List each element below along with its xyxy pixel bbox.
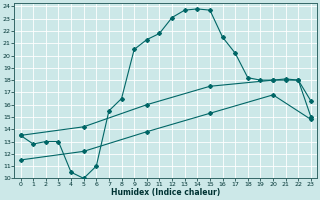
- X-axis label: Humidex (Indice chaleur): Humidex (Indice chaleur): [111, 188, 220, 197]
